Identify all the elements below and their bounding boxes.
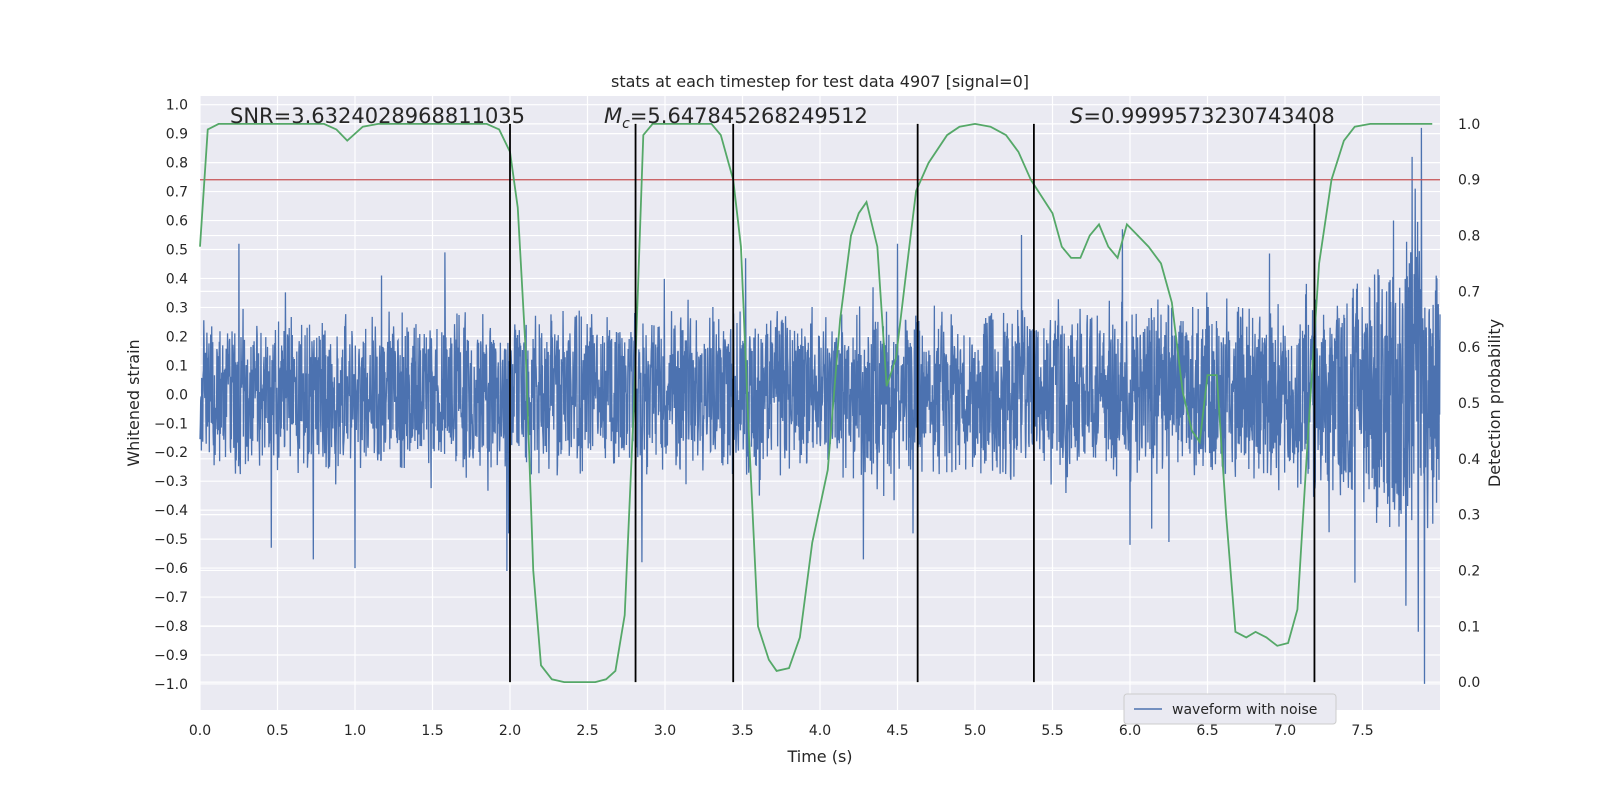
- x-tick-label: 1.0: [344, 723, 366, 739]
- y-tick-label: 0.8: [166, 156, 188, 172]
- waveform-series: [199, 127, 1441, 684]
- y-axis-right-label: Detection probability: [1485, 319, 1504, 487]
- s-value: =0.9999573230743408: [1083, 104, 1334, 128]
- y-tick-label: 0.6: [166, 214, 188, 230]
- y-tick-labels: −1.0 −0.9 −0.8 −0.7 −0.6 −0.5 −0.4 −0.3 −0.2 −0.1…: [154, 98, 188, 693]
- y-tick-label: 1.0: [166, 98, 188, 114]
- y-tick-label: −1.0: [154, 677, 188, 693]
- mc-value: =5.647845268249512: [630, 104, 868, 128]
- y-tick-label: −0.3: [154, 474, 188, 490]
- x-tick-label: 0.5: [266, 723, 288, 739]
- mc-subscript: c: [622, 116, 630, 132]
- y-tick-label: −0.2: [154, 445, 188, 461]
- y-axis-label: Whitened strain: [124, 339, 143, 466]
- x-tick-label: 6.0: [1119, 723, 1141, 739]
- s-symbol: S: [1070, 104, 1083, 128]
- x-tick-label: 3.0: [654, 723, 676, 739]
- x-tick-label: 4.0: [809, 723, 831, 739]
- x-tick-label: 5.0: [964, 723, 986, 739]
- mc-symbol: M: [604, 104, 622, 128]
- x-tick-label: 5.5: [1041, 723, 1063, 739]
- x-tick-label: 7.0: [1274, 723, 1296, 739]
- probability-series: [199, 122, 1433, 683]
- right-tick-label: 0.9: [1458, 173, 1480, 189]
- x-tick-label: 1.5: [421, 723, 443, 739]
- right-tick-label: 0.7: [1458, 284, 1480, 300]
- y-tick-label: −0.5: [154, 532, 188, 548]
- y-tick-label: 0.2: [166, 329, 188, 345]
- right-tick-label: 0.6: [1458, 340, 1480, 356]
- y-tick-label: −0.1: [154, 416, 188, 432]
- s-annotation: S=0.9999573230743408: [1070, 104, 1335, 128]
- y-tick-label: 0.7: [166, 185, 188, 201]
- x-tick-label: 4.5: [886, 723, 908, 739]
- right-tick-label: 0.8: [1458, 229, 1480, 245]
- y-tick-label: 0.9: [166, 127, 188, 143]
- event-markers: [509, 123, 1316, 683]
- x-tick-label: 0.0: [189, 723, 211, 739]
- chart-title: stats at each timestep for test data 490…: [611, 72, 1029, 91]
- y-tick-label: −0.6: [154, 561, 188, 577]
- right-tick-label: 0.5: [1458, 396, 1480, 412]
- y-tick-label: 0.1: [166, 358, 188, 374]
- right-tick-label: 0.2: [1458, 563, 1480, 579]
- snr-annotation: SNR=3.6324028968811035: [230, 104, 525, 128]
- right-tick-label: 0.0: [1458, 675, 1480, 691]
- mc-annotation: Mc=5.647845268249512: [604, 104, 868, 132]
- right-tick-label: 0.1: [1458, 619, 1480, 635]
- x-tick-label: 2.5: [576, 723, 598, 739]
- right-tick-label: 0.3: [1458, 508, 1480, 524]
- legend-box: [1123, 693, 1337, 725]
- y-tick-label: −0.4: [154, 503, 188, 519]
- x-tick-label: 3.5: [731, 723, 753, 739]
- y-tick-label: −0.9: [154, 648, 188, 664]
- x-tick-labels: 0.0 0.5 1.0 1.5 2.0 2.5 3.0 3.5 4.0 4.5 5.0 5.5 6.0 6…: [189, 723, 1374, 739]
- y-tick-label: 0.0: [166, 387, 188, 403]
- y-tick-label: 0.3: [166, 300, 188, 316]
- y-tick-label: 0.5: [166, 243, 188, 259]
- x-tick-label: 2.0: [499, 723, 521, 739]
- x-tick-label: 7.5: [1351, 723, 1373, 739]
- y-tick-label: −0.7: [154, 590, 188, 606]
- x-tick-label: 6.5: [1196, 723, 1218, 739]
- y-tick-label: −0.8: [154, 619, 188, 635]
- x-axis-label: Time (s): [786, 747, 852, 766]
- y-tick-label: 0.4: [166, 271, 188, 287]
- right-tick-labels: 0.0 0.1 0.2 0.3 0.4 0.5 0.6 0.7 0.8 0.9 1.0: [1458, 117, 1480, 691]
- right-tick-label: 1.0: [1458, 117, 1480, 133]
- legend: waveform with noise: [1123, 693, 1337, 725]
- legend-label: waveform with noise: [1172, 702, 1317, 718]
- right-tick-label: 0.4: [1458, 452, 1480, 468]
